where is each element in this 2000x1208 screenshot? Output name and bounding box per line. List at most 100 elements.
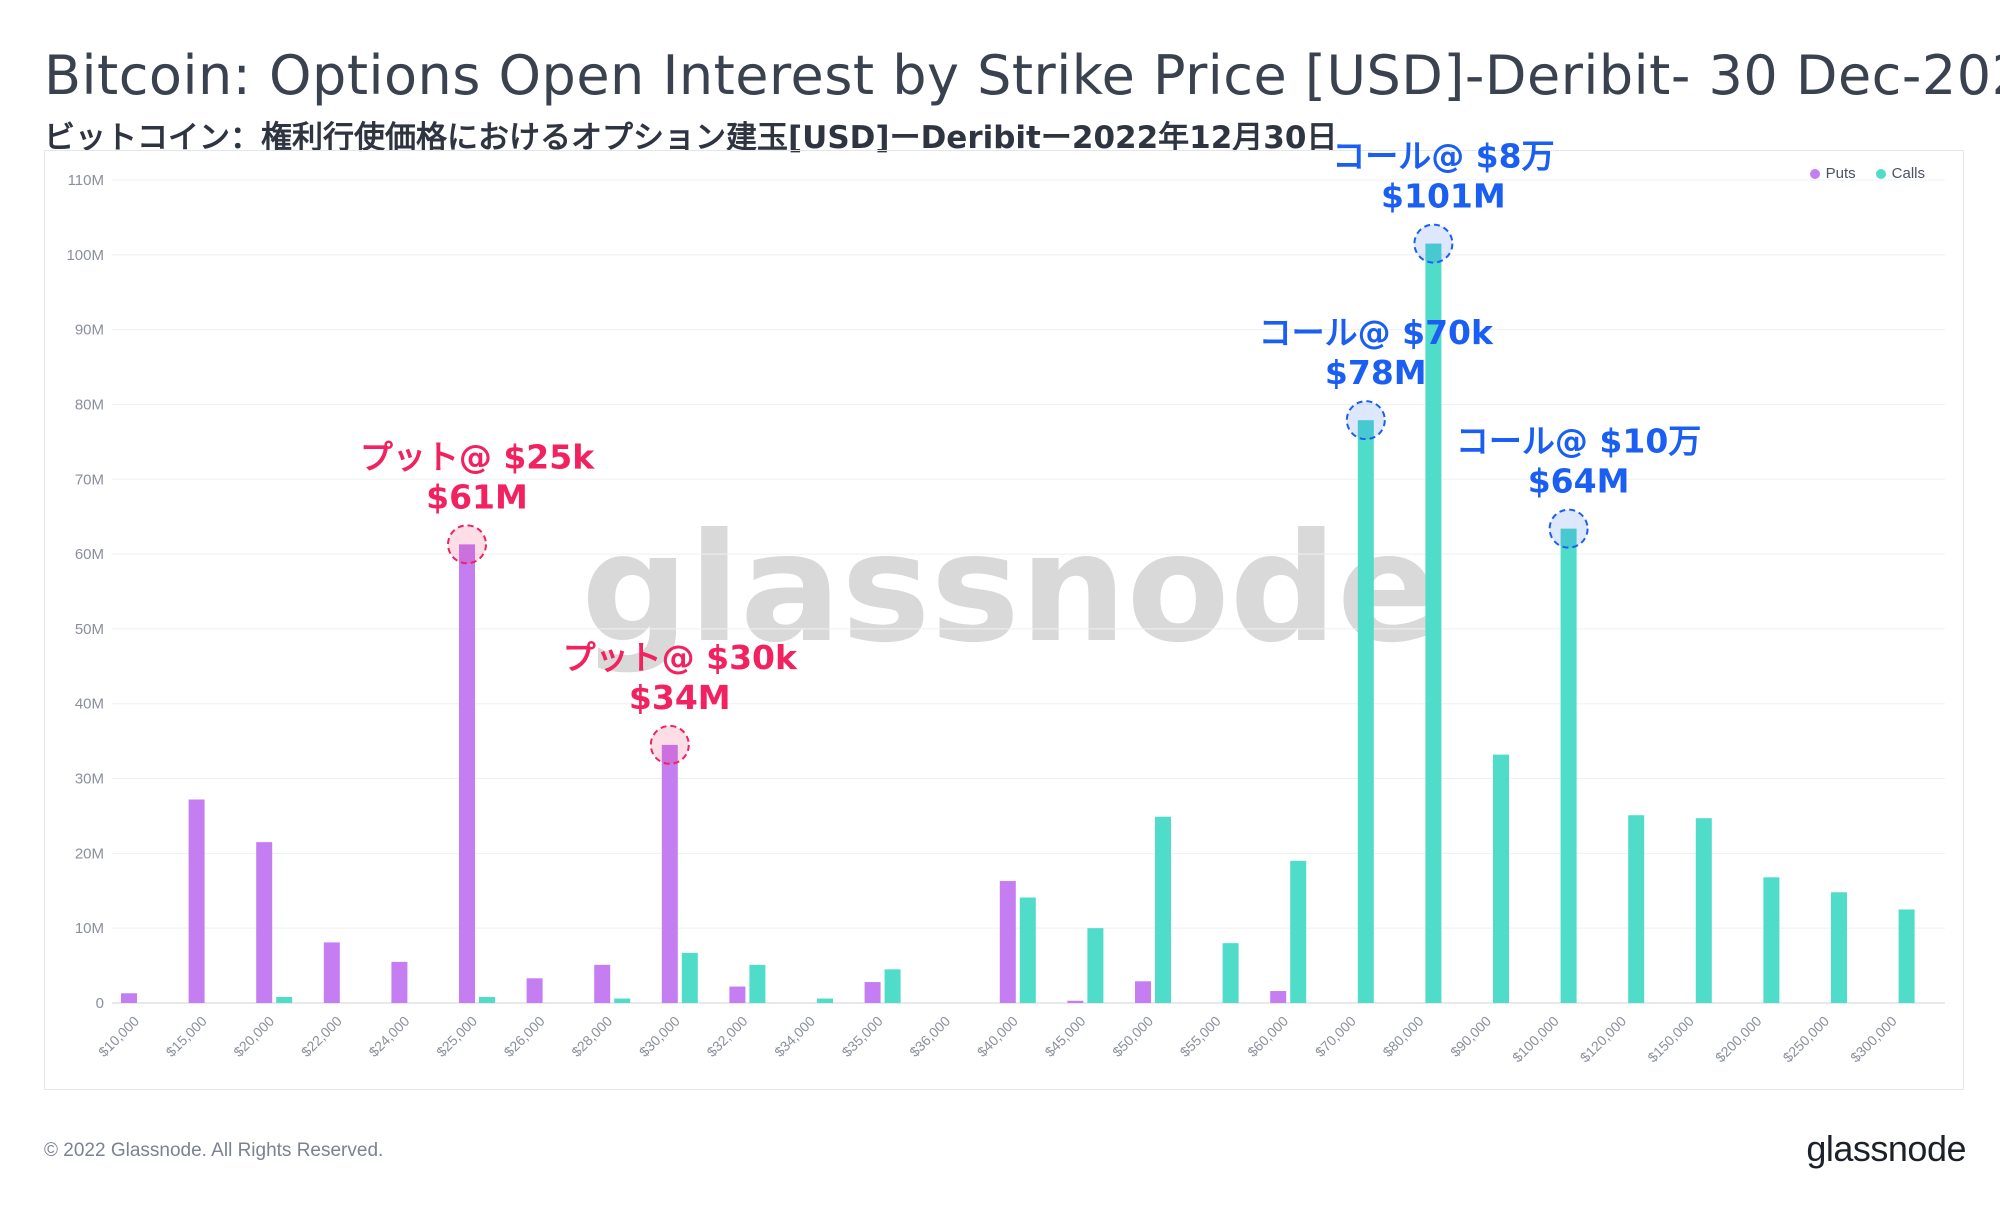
- put-bar: [323, 942, 340, 1003]
- annotation-label: プット@ $25k: [360, 437, 595, 476]
- put-bar: [1135, 981, 1151, 1003]
- chart-panel: [44, 150, 1964, 1090]
- legend-label-puts: Puts: [1825, 165, 1856, 182]
- x-tick-label: $80,000: [1379, 1013, 1426, 1060]
- x-tick-label: $35,000: [839, 1013, 886, 1060]
- x-tick-label: $15,000: [163, 1013, 210, 1060]
- calls-legend-swatch: [1875, 168, 1886, 179]
- y-tick-label: 90M: [75, 322, 104, 339]
- y-tick-label: 80M: [75, 396, 104, 413]
- legend-item-puts[interactable]: Puts: [1809, 165, 1856, 182]
- call-bar: [681, 952, 698, 1003]
- call-bar: [1560, 528, 1577, 1003]
- annotation-marker: [1548, 508, 1589, 549]
- annotation-value: $101M: [1381, 177, 1506, 216]
- annotation-marker: [447, 524, 487, 565]
- put-bar: [864, 982, 881, 1003]
- call-bar: [1087, 928, 1104, 1003]
- call-bar: [817, 998, 833, 1003]
- annotation-marker: [649, 724, 690, 765]
- x-tick-label: $250,000: [1780, 1013, 1833, 1066]
- x-tick-label: $22,000: [298, 1013, 345, 1060]
- legend-label-calls: Calls: [1891, 165, 1925, 182]
- x-tick-label: $36,000: [906, 1013, 953, 1060]
- put-bar: [459, 544, 475, 1003]
- call-bar: [1763, 877, 1780, 1003]
- call-bar: [1222, 943, 1239, 1003]
- x-tick-label: $70,000: [1312, 1013, 1359, 1060]
- x-tick-label: $55,000: [1177, 1013, 1224, 1060]
- annotation-label: コール@ $70k: [1259, 313, 1494, 352]
- x-tick-label: $200,000: [1712, 1013, 1765, 1066]
- put-bar: [999, 881, 1016, 1003]
- annotation-value: $61M: [426, 477, 528, 516]
- put-bar: [661, 744, 678, 1003]
- x-tick-label: $32,000: [703, 1013, 750, 1060]
- annotation-label: コール@ $10万: [1456, 422, 1701, 461]
- annotation-label: コール@ $8万: [1332, 137, 1554, 176]
- x-tick-label: $25,000: [433, 1013, 480, 1060]
- call-bar: [1425, 243, 1442, 1003]
- chart-legend: Puts Calls: [1809, 165, 1925, 182]
- put-bar: [594, 964, 611, 1003]
- watermark: glassnode: [581, 502, 1439, 676]
- puts-legend-swatch: [1809, 168, 1820, 179]
- x-tick-label: $45,000: [1041, 1013, 1088, 1060]
- x-tick-label: $50,000: [1109, 1013, 1156, 1060]
- call-bar: [1628, 815, 1645, 1003]
- call-bar: [1357, 420, 1374, 1003]
- call-bar: [1155, 816, 1171, 1003]
- x-tick-label: $40,000: [974, 1013, 1021, 1060]
- call-bar: [1019, 897, 1036, 1003]
- y-tick-label: 60M: [75, 546, 104, 563]
- annotation-value: $78M: [1325, 353, 1427, 392]
- chart-title: Bitcoin: Options Open Interest by Strike…: [44, 44, 2000, 107]
- y-tick-label: 100M: [66, 247, 104, 264]
- x-tick-label: $300,000: [1847, 1013, 1900, 1066]
- x-tick-label: $28,000: [568, 1013, 615, 1060]
- call-bar: [884, 969, 901, 1003]
- put-bar: [121, 993, 137, 1003]
- y-tick-label: 20M: [75, 845, 104, 862]
- call-bar: [1695, 818, 1712, 1003]
- put-bar: [188, 799, 205, 1003]
- put-bar: [256, 842, 273, 1003]
- x-tick-label: $100,000: [1509, 1013, 1562, 1066]
- x-tick-label: $90,000: [1447, 1013, 1494, 1060]
- put-bar: [1067, 1000, 1084, 1003]
- copyright-text: © 2022 Glassnode. All Rights Reserved.: [44, 1140, 384, 1161]
- y-tick-label: 110M: [68, 172, 104, 189]
- put-bar: [391, 961, 408, 1003]
- call-bar: [479, 997, 495, 1003]
- annotation-label: プット@ $30k: [563, 638, 798, 677]
- put-bar: [526, 978, 543, 1003]
- call-bar: [1831, 892, 1847, 1003]
- call-bar: [749, 964, 766, 1003]
- put-bar: [1270, 991, 1287, 1003]
- x-tick-label: $30,000: [636, 1013, 683, 1060]
- annotation-marker: [1345, 400, 1386, 441]
- x-tick-label: $10,000: [95, 1013, 142, 1060]
- call-bar: [1898, 909, 1915, 1003]
- annotation-value: $34M: [629, 678, 731, 717]
- call-bar: [614, 998, 631, 1003]
- glassnode-logo[interactable]: glassnode: [1806, 1128, 1966, 1169]
- call-bar: [1290, 860, 1307, 1003]
- legend-item-calls[interactable]: Calls: [1875, 165, 1925, 182]
- call-bar: [1493, 754, 1509, 1003]
- x-tick-label: $120,000: [1577, 1013, 1630, 1066]
- y-tick-label: 10M: [75, 920, 104, 937]
- put-bar: [729, 986, 746, 1003]
- x-tick-label: $26,000: [501, 1013, 548, 1060]
- y-tick-label: 30M: [75, 771, 104, 788]
- y-tick-label: 50M: [75, 621, 104, 638]
- call-bar: [276, 997, 293, 1003]
- annotation-marker: [1413, 223, 1454, 264]
- x-tick-label: $34,000: [771, 1013, 818, 1060]
- x-tick-label: $24,000: [365, 1013, 412, 1060]
- annotation-value: $64M: [1528, 462, 1630, 501]
- x-tick-label: $20,000: [230, 1013, 277, 1060]
- y-tick-label: 70M: [75, 471, 104, 488]
- x-tick-label: $60,000: [1244, 1013, 1291, 1060]
- y-tick-label: 40M: [75, 696, 104, 713]
